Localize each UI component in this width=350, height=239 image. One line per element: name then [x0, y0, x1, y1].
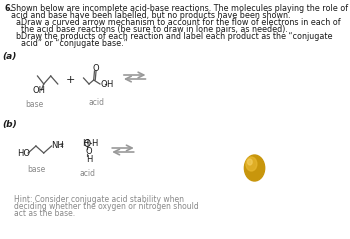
- Text: a.: a.: [16, 18, 23, 27]
- Text: O: O: [101, 80, 107, 88]
- Text: acid: acid: [88, 98, 104, 107]
- Text: base: base: [28, 165, 46, 174]
- Text: H: H: [106, 80, 113, 88]
- Text: (b): (b): [2, 120, 17, 129]
- Text: NH: NH: [51, 141, 64, 151]
- Text: b.: b.: [16, 32, 23, 41]
- Circle shape: [246, 157, 257, 171]
- Text: deciding whether the oxygen or nitrogen should: deciding whether the oxygen or nitrogen …: [14, 202, 199, 211]
- Text: O: O: [86, 147, 92, 156]
- Text: the acid base reactions (be sure to draw in lone pairs, as needed).: the acid base reactions (be sure to draw…: [21, 25, 288, 34]
- Text: H: H: [86, 154, 92, 163]
- Text: Hint: Consider conjugate acid stability when: Hint: Consider conjugate acid stability …: [14, 195, 184, 204]
- Text: H: H: [91, 138, 98, 147]
- Text: HO: HO: [17, 148, 30, 158]
- Text: acid: acid: [79, 169, 96, 178]
- Text: act as the base.: act as the base.: [14, 209, 75, 218]
- Text: O: O: [92, 64, 99, 72]
- Text: +: +: [85, 141, 90, 146]
- Circle shape: [247, 159, 252, 165]
- Circle shape: [244, 155, 265, 181]
- Text: base: base: [25, 100, 43, 109]
- Text: Shown below are incomplete acid-base reactions. The molecules playing the role o: Shown below are incomplete acid-base rea…: [11, 4, 348, 13]
- Text: Draw a curved arrow mechanism to account for the flow of electrons in each of: Draw a curved arrow mechanism to account…: [21, 18, 341, 27]
- Text: +: +: [65, 75, 75, 85]
- Text: acid and base have been labelled, but no products have been shown.: acid and base have been labelled, but no…: [11, 11, 290, 20]
- Text: 2: 2: [60, 143, 63, 148]
- Text: (a): (a): [2, 52, 17, 61]
- Text: 6.: 6.: [5, 4, 13, 13]
- Text: H: H: [82, 138, 88, 147]
- Text: Draw the products of each reaction and label each product as the “conjugate: Draw the products of each reaction and l…: [21, 32, 332, 41]
- Text: OH: OH: [33, 86, 46, 94]
- Text: acid” or “conjugate base.”: acid” or “conjugate base.”: [21, 39, 128, 48]
